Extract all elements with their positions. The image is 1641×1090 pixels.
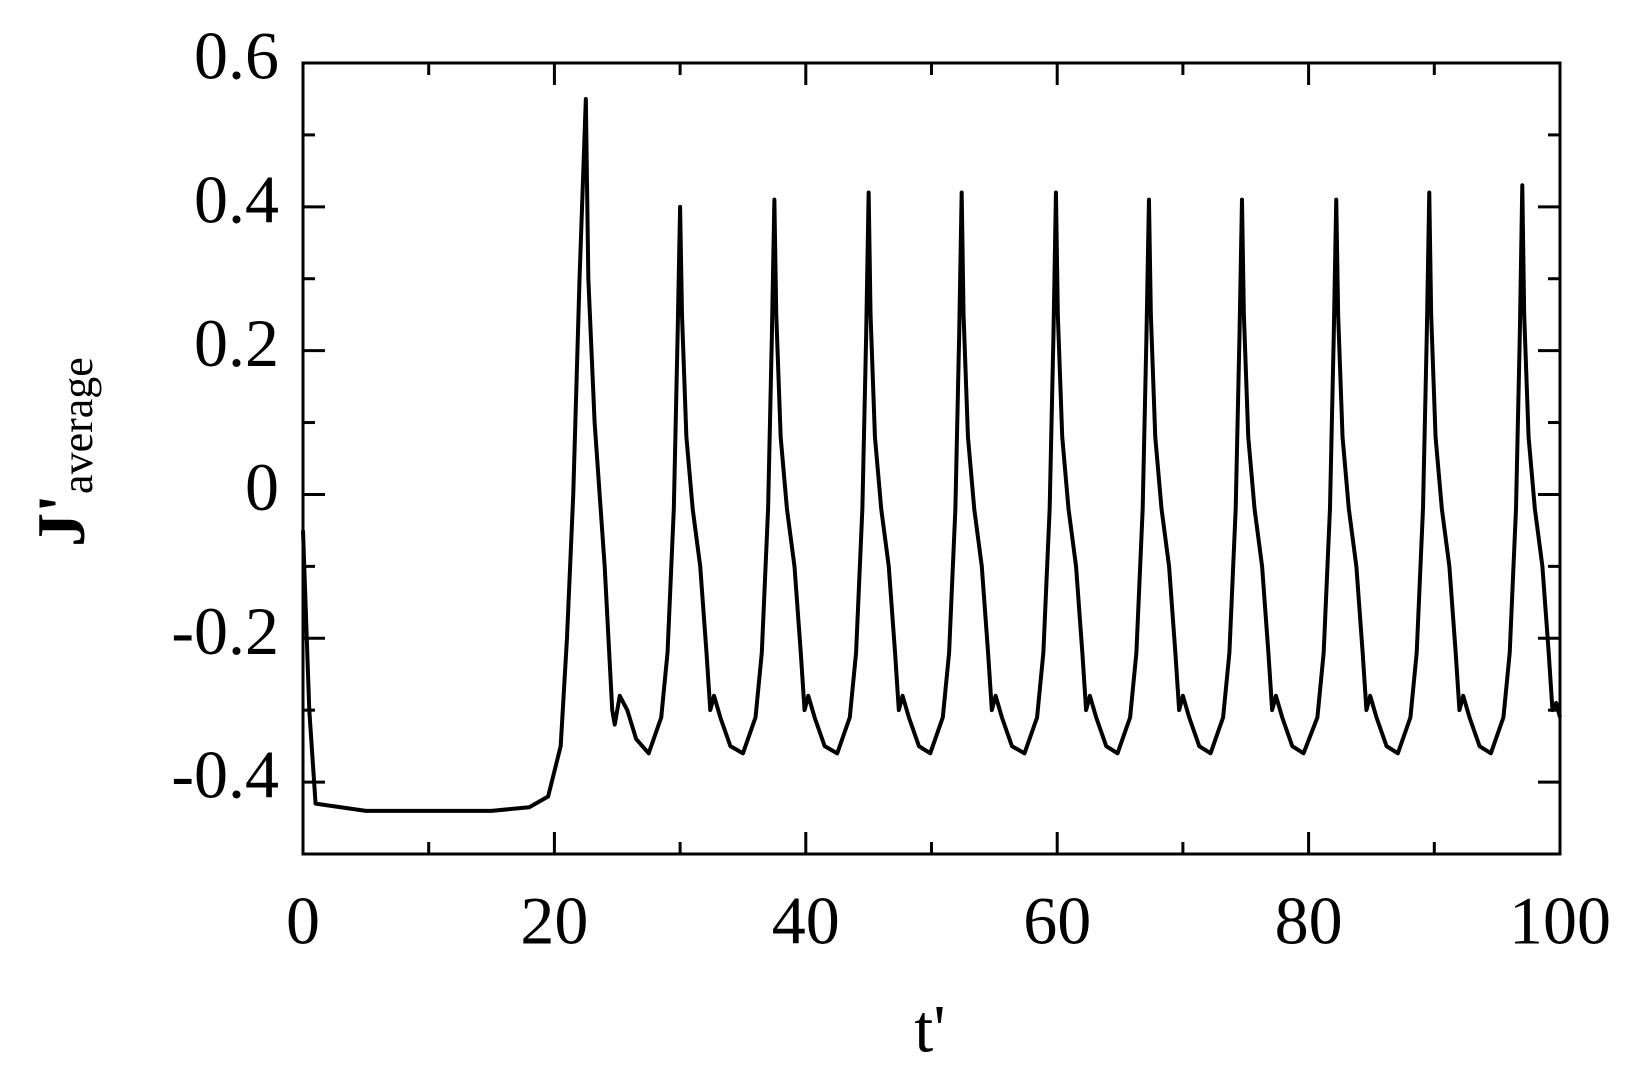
x-axis-label: t' — [914, 991, 945, 1067]
plot-frame — [301, 61, 1562, 856]
x-tick-label: 20 — [520, 883, 588, 959]
x-tick-label: 100 — [1509, 883, 1611, 959]
x-tick-label: 80 — [1275, 883, 1343, 959]
x-tick-label: 0 — [286, 883, 320, 959]
y-tick-label: 0 — [245, 449, 279, 525]
y-tick-label: -0.4 — [171, 737, 279, 813]
y-axis-label: J'average — [23, 357, 102, 547]
y-label-sub: average — [53, 357, 102, 494]
x-tick-label: 60 — [1023, 883, 1091, 959]
y-tick-label: 0.6 — [194, 18, 279, 94]
y-tick-label: 0.4 — [194, 161, 279, 237]
y-tick-label: 0.2 — [194, 305, 279, 381]
x-tick-label: 40 — [772, 883, 840, 959]
data-line — [301, 96, 1562, 813]
y-axis-label-text: J'average — [23, 357, 102, 547]
y-label-main: J' — [23, 494, 99, 547]
y-tick-label: -0.2 — [171, 593, 279, 669]
